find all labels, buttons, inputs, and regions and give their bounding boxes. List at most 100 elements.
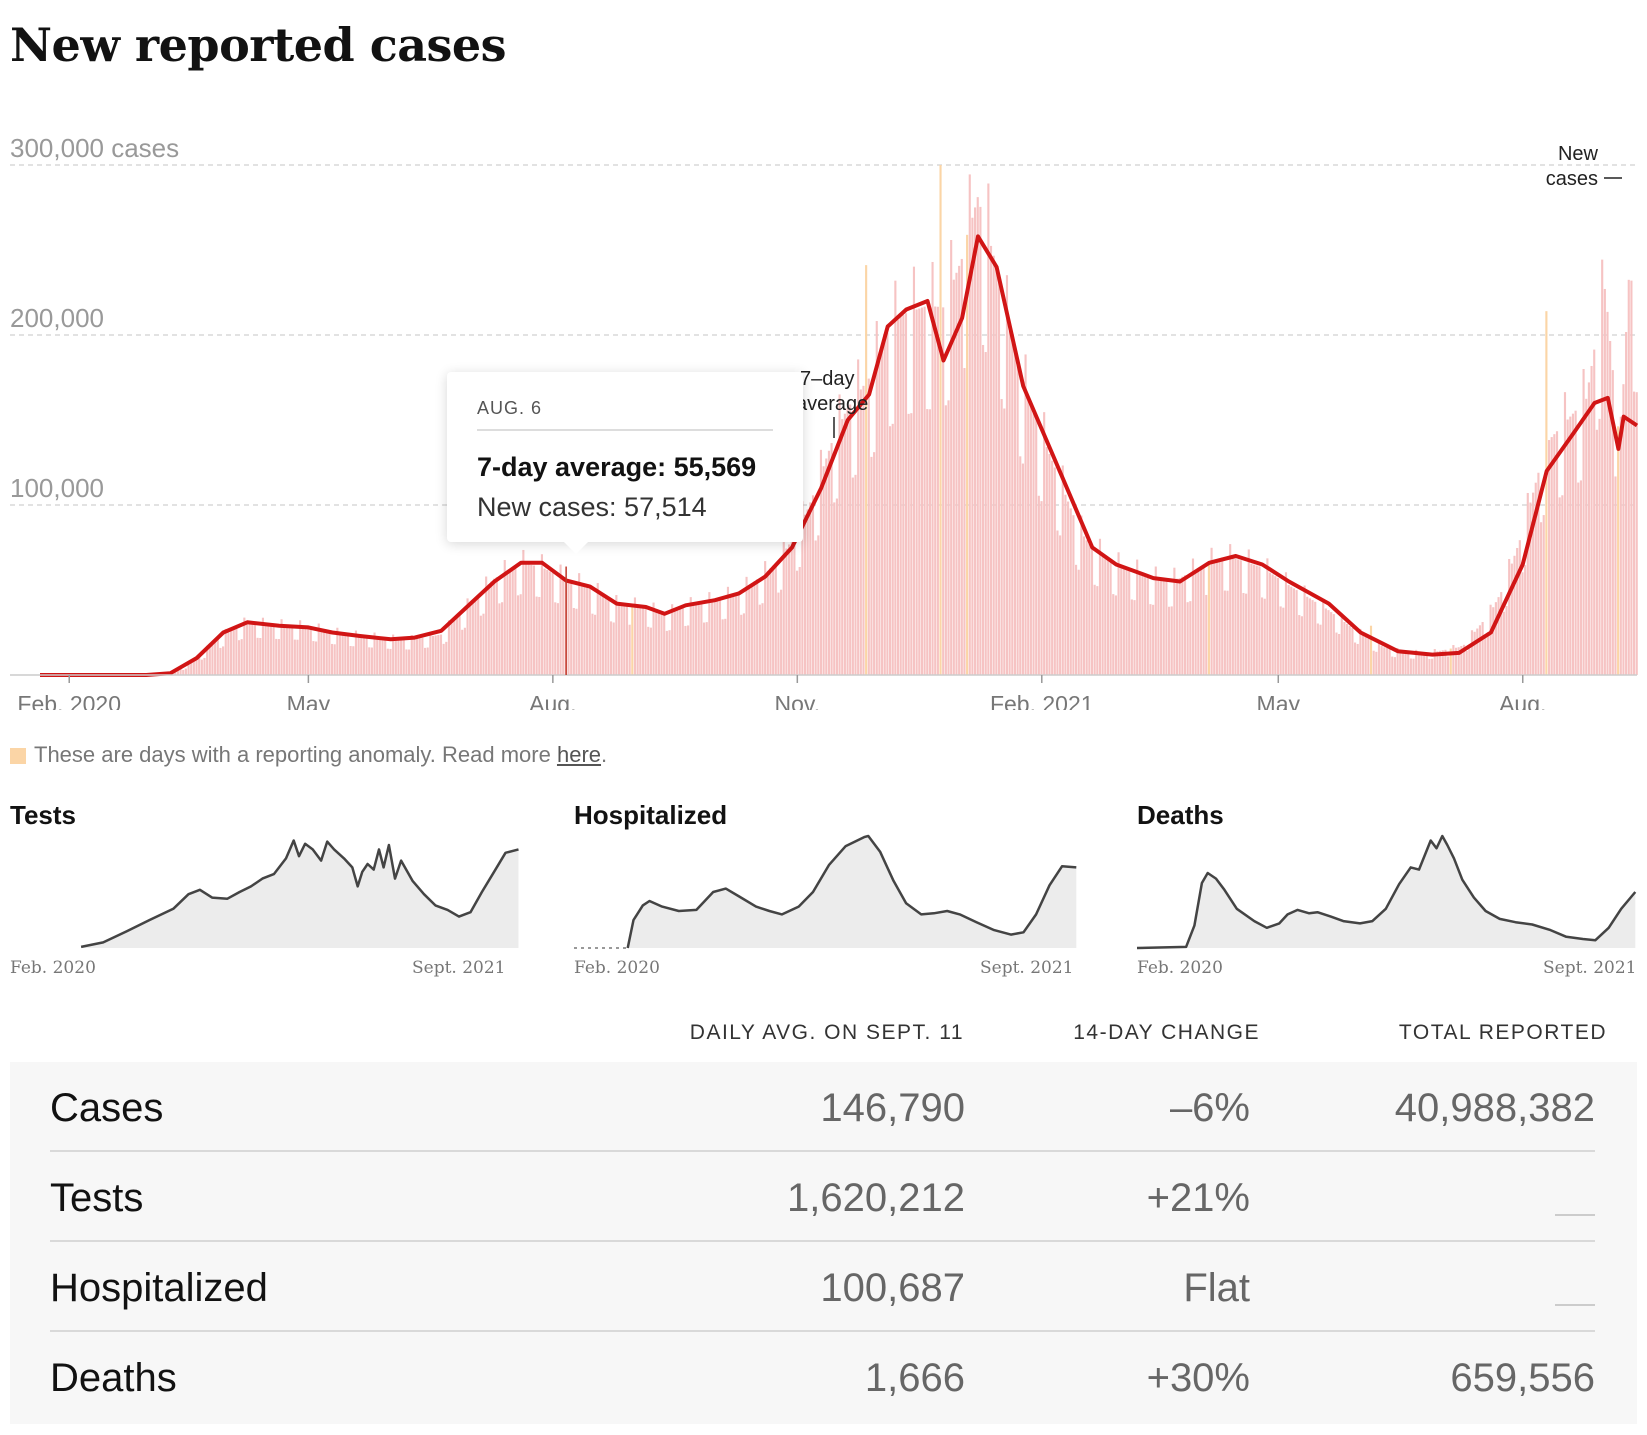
new-cases-bar xyxy=(1529,502,1532,675)
new-cases-bar xyxy=(1401,651,1404,675)
new-cases-bar xyxy=(1300,616,1303,675)
new-cases-bar xyxy=(1191,558,1195,675)
new-cases-bar xyxy=(304,626,307,675)
new-cases-bar xyxy=(453,620,456,675)
new-cases-bar xyxy=(1090,547,1094,675)
new-cases-bar xyxy=(580,585,583,675)
tests-mini-chart[interactable] xyxy=(62,826,520,956)
new-cases-bar xyxy=(362,636,365,675)
new-cases-bar xyxy=(1003,408,1006,675)
new-cases-bar xyxy=(1261,597,1264,675)
new-cases-bar xyxy=(873,452,876,675)
new-cases-bar xyxy=(950,240,953,675)
new-cases-bar xyxy=(1106,558,1110,675)
new-cases-bar xyxy=(1274,576,1277,675)
row-total-reported: 659,556 xyxy=(1450,1356,1595,1400)
anomaly-read-more-link[interactable]: here xyxy=(556,742,602,767)
new-cases-bar xyxy=(785,548,788,675)
new-cases-bar xyxy=(176,669,179,675)
new-cases-bar xyxy=(1324,608,1327,675)
new-cases-bar xyxy=(501,602,504,675)
row-divider xyxy=(50,1330,1595,1332)
row-label: Hospitalized xyxy=(50,1266,268,1310)
new-cases-bar xyxy=(761,603,764,675)
new-cases-bar xyxy=(1603,288,1606,675)
new-cases-bar xyxy=(1311,600,1314,675)
new-cases-bar xyxy=(631,604,634,675)
new-cases-bar xyxy=(1189,601,1192,675)
new-cases-bar xyxy=(243,617,246,675)
x-tick-label: Aug. xyxy=(1499,691,1546,710)
new-cases-bar xyxy=(862,385,865,675)
new-cases-bar xyxy=(1072,515,1075,675)
new-cases-bar xyxy=(639,606,642,675)
new-cases-bar xyxy=(299,620,302,675)
new-cases-bar xyxy=(1292,588,1296,675)
tooltip-new-cases: New cases: 57,514 xyxy=(477,492,707,522)
row-divider xyxy=(50,1150,1595,1152)
x-tick-label: May xyxy=(287,691,331,710)
new-cases-bar xyxy=(1492,607,1495,675)
new-cases-bar xyxy=(795,570,799,675)
new-cases-bar xyxy=(1080,515,1083,675)
new-cases-bar xyxy=(663,614,666,675)
new-cases-bar xyxy=(344,634,347,675)
new-cases-bar xyxy=(1157,578,1160,675)
new-cases-bar xyxy=(1287,585,1290,675)
new-cases-bar xyxy=(285,625,288,675)
new-cases-bar xyxy=(1595,429,1598,675)
new-cases-bar xyxy=(665,630,668,675)
tooltip-divider xyxy=(477,429,773,431)
new-cases-bar xyxy=(995,265,998,675)
new-cases-bar xyxy=(1622,384,1625,675)
new-cases-bar xyxy=(261,617,265,675)
new-cases-bar xyxy=(1202,565,1205,675)
new-cases-bar xyxy=(1611,370,1614,675)
new-cases-bar xyxy=(293,639,296,675)
new-cases-bar xyxy=(1279,606,1282,675)
new-cases-bar xyxy=(1508,558,1511,675)
new-cases-bar xyxy=(198,656,201,675)
new-cases-bar xyxy=(609,621,613,675)
new-cases-bar xyxy=(1478,625,1482,675)
new-cases-bar xyxy=(219,647,222,675)
stats-row-deaths: Deaths 1,666 +30% 659,556 xyxy=(50,1332,1595,1422)
tooltip-average: 7-day average: 55,569 xyxy=(477,452,757,482)
new-cases-bar xyxy=(607,599,610,675)
main-cases-chart[interactable]: 300,000 cases 200,000 100,000 Feb. 2020 May A… xyxy=(0,130,1647,710)
new-cases-bar xyxy=(357,635,360,675)
new-cases-bar xyxy=(506,570,509,675)
new-cases-bar xyxy=(1263,598,1266,675)
new-cases-bar xyxy=(277,639,280,675)
new-cases-bar xyxy=(195,658,198,675)
new-cases-bar xyxy=(1032,411,1035,675)
new-cases-bar xyxy=(1043,412,1046,675)
new-cases-bar xyxy=(992,255,995,675)
new-cases-bar xyxy=(245,622,249,675)
new-cases-bar xyxy=(1229,544,1232,675)
new-cases-bar xyxy=(1011,341,1014,675)
stats-table: Cases 146,790 –6% 40,988,382 Tests 1,620… xyxy=(10,1062,1637,1424)
hospitalized-mini-chart[interactable] xyxy=(574,826,1078,956)
new-cases-bar xyxy=(469,603,472,675)
new-cases-bar xyxy=(1245,593,1248,675)
new-cases-bar xyxy=(1197,568,1200,675)
new-cases-bar xyxy=(1298,615,1301,675)
new-cases-bar xyxy=(888,426,892,675)
new-cases-bar xyxy=(493,578,496,675)
new-cases-bar xyxy=(896,319,900,675)
new-cases-bar xyxy=(1181,576,1184,675)
deaths-mini-chart[interactable] xyxy=(1137,826,1637,956)
new-cases-bar xyxy=(1117,552,1120,675)
new-cases-bar xyxy=(830,443,833,675)
row-divider xyxy=(50,1240,1595,1242)
new-cases-bar xyxy=(1524,565,1527,675)
new-cases-bar xyxy=(1346,623,1349,675)
new-cases-bar xyxy=(1008,331,1011,675)
new-cases-bar xyxy=(1101,555,1104,675)
new-cases-bar xyxy=(891,423,894,675)
new-cases-bar xyxy=(1606,311,1609,675)
new-cases-bar xyxy=(562,577,565,675)
new-cases-bar xyxy=(1468,648,1471,675)
new-cases-bar xyxy=(1545,311,1548,675)
